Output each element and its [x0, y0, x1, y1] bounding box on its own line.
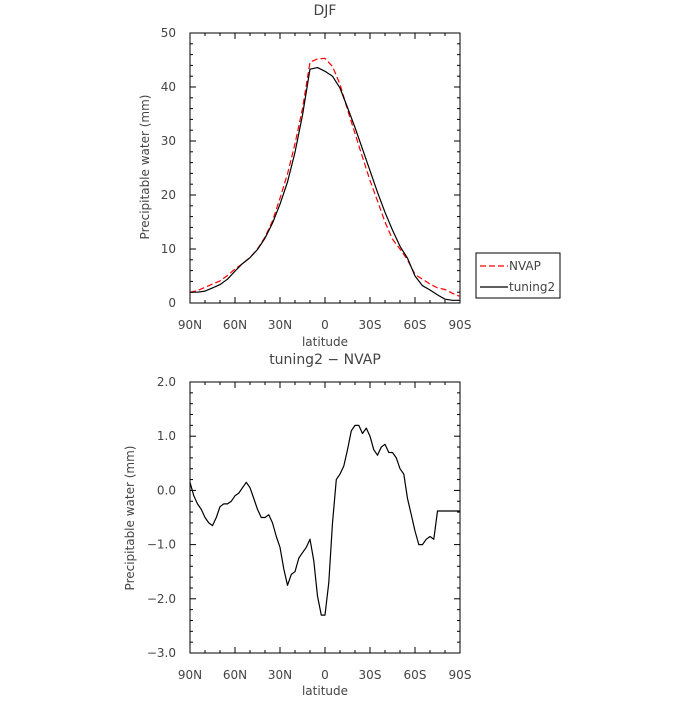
bottom-x-tick-label: 60S: [404, 668, 427, 682]
top-plot-frame: [189, 32, 461, 304]
bottom-y-tick-label: −1.0: [147, 538, 176, 552]
top-y-tick-label: 0: [168, 296, 176, 310]
bottom-x-tick-label: 30S: [359, 668, 382, 682]
legend-nvap-label: NVAP: [509, 259, 541, 273]
top-y-tick-label: 30: [161, 134, 176, 148]
top-y-tick-label: 10: [161, 242, 176, 256]
bottom-y-tick-label: 0.0: [157, 483, 176, 497]
top-legend: NVAP tuning2: [475, 252, 561, 299]
bottom-y-tick-label: 2.0: [157, 375, 176, 389]
top-x-tick-label: 30S: [359, 318, 382, 332]
top-series-line-tuning2: [190, 66, 460, 301]
bottom-x-tick-label: 60N: [223, 668, 247, 682]
legend-tuning2-label: tuning2: [509, 280, 555, 294]
top-y-tick-label: 20: [161, 188, 176, 202]
top-x-tick-label: 90S: [449, 318, 472, 332]
bottom-x-tick-label: 0: [321, 668, 329, 682]
bottom-y-tick-label: 1.0: [157, 429, 176, 443]
bottom-x-axis-label: latitude: [302, 684, 348, 698]
bottom-series-line-tuning2-nvap: [189, 424, 460, 616]
legend-box: [475, 252, 561, 299]
top-y-axis-label: Precipitable water (mm): [138, 95, 152, 240]
top-panel: DJF latitude Precipitable water (mm) NVA…: [138, 3, 561, 349]
bottom-panel: tuning2 − NVAP latitude Precipitable wat…: [123, 352, 471, 698]
top-x-tick-label: 60S: [404, 318, 427, 332]
bottom-x-tick-label: 90N: [178, 668, 202, 682]
bottom-y-tick-label: −3.0: [147, 646, 176, 660]
top-chart-title: DJF: [314, 3, 337, 19]
top-y-tick-label: 50: [161, 26, 176, 40]
top-y-tick-label: 40: [161, 80, 176, 94]
bottom-chart-title: tuning2 − NVAP: [269, 352, 381, 368]
top-x-tick-label: 0: [321, 318, 329, 332]
top-x-axis-label: latitude: [302, 335, 348, 349]
bottom-y-tick-label: −2.0: [147, 592, 176, 606]
top-x-tick-label: 30N: [268, 318, 292, 332]
bottom-y-axis-label: Precipitable water (mm): [123, 446, 137, 591]
top-x-tick-label: 90N: [178, 318, 202, 332]
top-x-tick-label: 60N: [223, 318, 247, 332]
top-series-line-nvap: [189, 57, 461, 298]
bottom-x-tick-label: 90S: [449, 668, 472, 682]
bottom-x-tick-label: 30N: [268, 668, 292, 682]
